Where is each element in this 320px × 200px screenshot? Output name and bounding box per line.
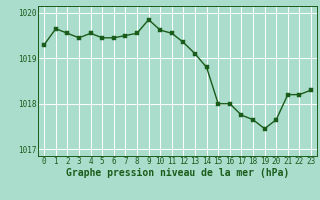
X-axis label: Graphe pression niveau de la mer (hPa): Graphe pression niveau de la mer (hPa) [66,168,289,178]
